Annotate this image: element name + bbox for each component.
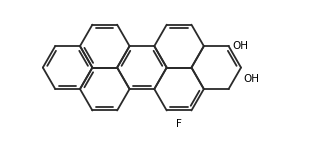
Text: F: F — [176, 119, 182, 129]
Text: OH: OH — [232, 41, 248, 51]
Text: OH: OH — [243, 74, 259, 84]
